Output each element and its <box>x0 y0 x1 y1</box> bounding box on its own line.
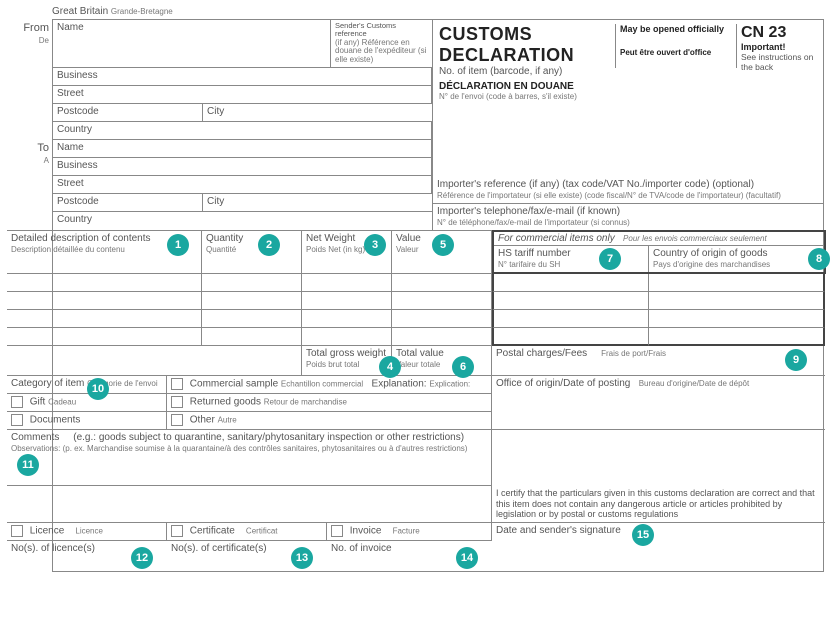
commercial-sample[interactable]: Commercial sample Echantillon commercial… <box>167 376 491 394</box>
invoice-no[interactable]: No. of invoice 14 <box>327 541 492 571</box>
sender-street[interactable]: Street <box>53 86 432 104</box>
checkbox-icon[interactable] <box>11 414 23 426</box>
invoice-field[interactable]: Invoice Facture <box>327 523 492 541</box>
marker-2: 2 <box>258 234 280 256</box>
checkbox-icon[interactable] <box>331 525 343 537</box>
licence-field[interactable]: Licence Licence <box>7 523 167 541</box>
origin-country: Great Britain <box>52 6 108 17</box>
col-netweight: Net Weight 3 Poids Net (in kg) <box>302 231 392 274</box>
addressee-street[interactable]: Street <box>53 176 432 194</box>
importer-ref[interactable]: Importer's reference (if any) (tax code/… <box>433 177 823 204</box>
col-description: Detailed description of contentsDescript… <box>7 231 202 274</box>
marker-12: 12 <box>131 547 153 569</box>
marker-15: 15 <box>632 524 654 546</box>
from-label: FromDe <box>15 22 49 46</box>
origin-country-fr: Grande-Bretagne <box>111 7 173 16</box>
marker-6: 6 <box>452 356 474 378</box>
col-origin-goods: Country of origin of goods 8 Pays d'orig… <box>649 246 824 272</box>
col-hs: HS tariff number 7 N° tarifaire du SH <box>494 246 649 272</box>
instructions-label: See instructions on the back <box>741 52 817 72</box>
documents-option[interactable]: Documents <box>7 412 167 430</box>
comments-field[interactable]: Comments (e.g.: goods subject to quarant… <box>7 430 492 486</box>
open-officially-fr: Peut être ouvert d'office <box>620 48 732 57</box>
important-label: Important! <box>741 42 817 52</box>
total-gross-weight[interactable]: Total gross weight 4 Poids brut total <box>302 346 392 376</box>
marker-8: 8 <box>808 248 830 270</box>
col-quantity: Quantity 2 Quantité <box>202 231 302 274</box>
sender-country[interactable]: Country <box>53 122 432 140</box>
office-of-origin[interactable]: Office of origin/Date of posting Bureau … <box>492 376 825 430</box>
to-label: ToA <box>15 142 49 166</box>
form-title: CUSTOMS DECLARATION <box>439 24 615 66</box>
barcode-label-fr: N° de l'envoi (code à barres, s'il exist… <box>439 92 615 101</box>
form-title-fr: DÉCLARATION EN DOUANE <box>439 81 615 92</box>
checkbox-icon[interactable] <box>171 378 183 390</box>
checkbox-icon[interactable] <box>11 396 23 408</box>
col-value: Value 5 Valeur <box>392 231 492 274</box>
form-code: CN 23 <box>741 24 817 42</box>
certificate-field[interactable]: Certificate Certificat <box>167 523 327 541</box>
marker-5: 5 <box>432 234 454 256</box>
importer-tel[interactable]: Importer's telephone/fax/e-mail (if know… <box>433 204 823 230</box>
marker-9: 9 <box>785 349 807 371</box>
addressee-country[interactable]: Country <box>53 212 432 230</box>
marker-14: 14 <box>456 547 478 569</box>
marker-11: 11 <box>17 454 39 476</box>
checkbox-icon[interactable] <box>171 525 183 537</box>
marker-7: 7 <box>599 248 621 270</box>
certify-text: I certify that the particulars given in … <box>492 486 825 523</box>
table-row[interactable] <box>7 328 825 346</box>
marker-1: 1 <box>167 234 189 256</box>
addressee-postcode[interactable]: Postcode <box>53 194 203 212</box>
postal-charges[interactable]: Postal charges/Fees Frais de port/Frais … <box>492 346 825 376</box>
certificate-no[interactable]: No(s). of certificate(s) 13 <box>167 541 327 571</box>
addressee-city[interactable]: City <box>203 194 432 212</box>
open-officially: May be opened officially <box>620 24 732 34</box>
addressee-business[interactable]: Business <box>53 158 432 176</box>
marker-3: 3 <box>364 234 386 256</box>
sender-postcode[interactable]: Postcode <box>53 104 203 122</box>
sender-city[interactable]: City <box>203 104 432 122</box>
checkbox-icon[interactable] <box>11 525 23 537</box>
other-option[interactable]: Other Autre <box>167 412 491 430</box>
table-row[interactable] <box>7 292 825 310</box>
gift-option[interactable]: Gift Cadeau <box>7 394 167 412</box>
commercial-only: For commercial items only Pour les envoi… <box>494 232 824 246</box>
total-value[interactable]: Total value 6 Valeur totale <box>392 346 492 376</box>
table-row[interactable] <box>7 310 825 328</box>
checkbox-icon[interactable] <box>171 396 183 408</box>
licence-no[interactable]: No(s). of licence(s) 12 <box>7 541 167 571</box>
signature-field[interactable]: Date and sender's signature 15 <box>492 523 825 571</box>
marker-4: 4 <box>379 356 401 378</box>
table-row[interactable] <box>7 274 825 292</box>
returned-goods[interactable]: Returned goods Retour de marchandise <box>167 394 491 412</box>
sender-business[interactable]: Business <box>53 68 432 86</box>
marker-13: 13 <box>291 547 313 569</box>
sender-name[interactable]: Name <box>53 20 331 68</box>
barcode-label: No. of item (barcode, if any) <box>439 66 615 77</box>
checkbox-icon[interactable] <box>171 414 183 426</box>
sender-customs-ref[interactable]: Sender's Customs reference (if any) Réfé… <box>331 20 432 68</box>
marker-10: 10 <box>87 378 109 400</box>
category-label: Category of item 10 Catégorie de l'envoi <box>7 376 167 394</box>
addressee-name[interactable]: Name <box>53 140 432 158</box>
